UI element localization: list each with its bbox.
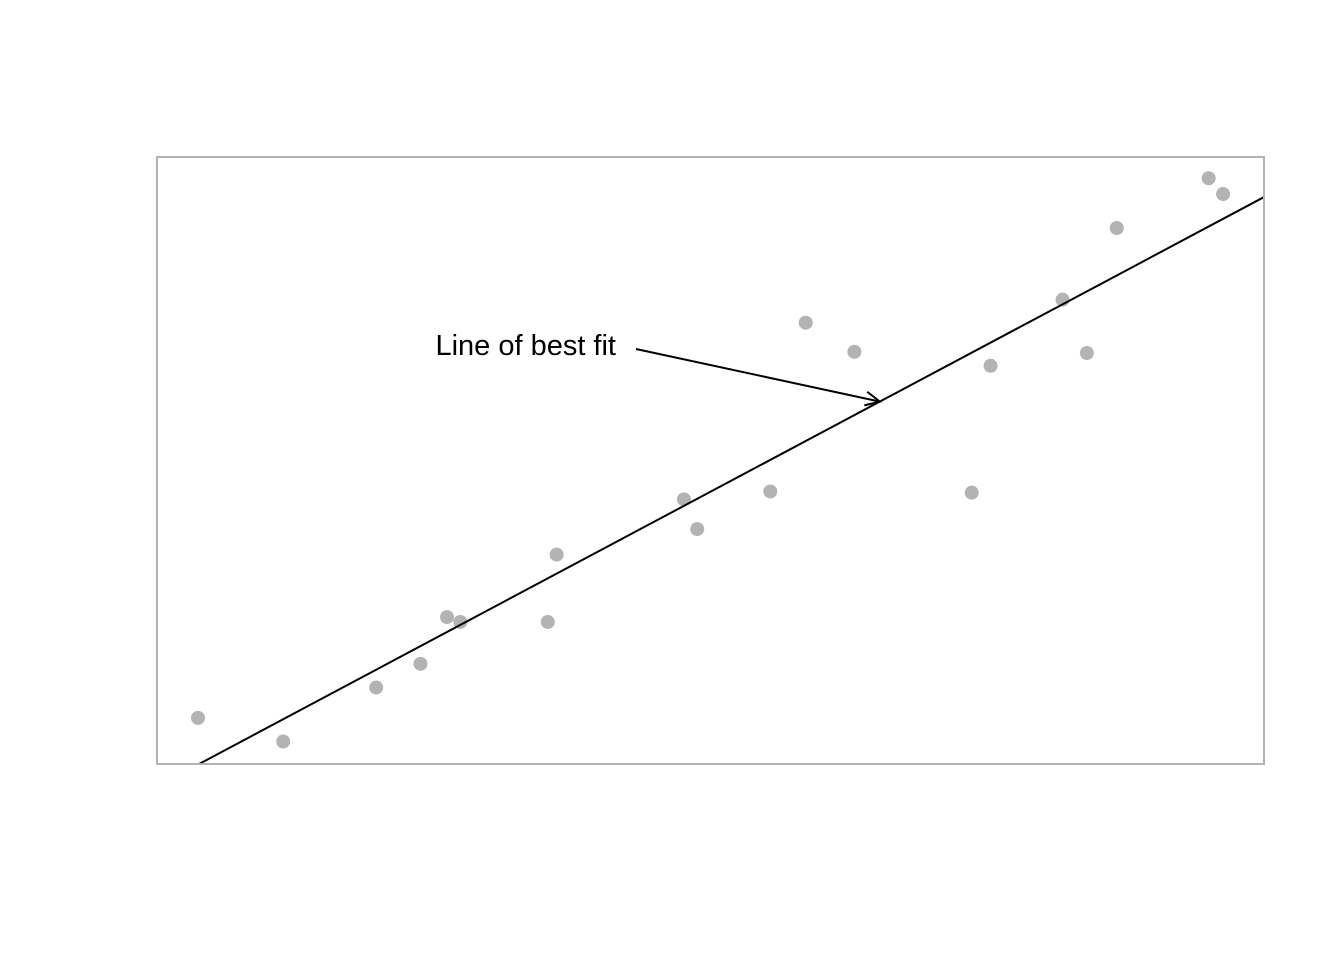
plot-box (156, 156, 1265, 765)
data-point (690, 522, 705, 537)
data-point (964, 485, 979, 500)
data-point (1216, 187, 1231, 202)
data-point (676, 492, 691, 507)
data-point (540, 614, 555, 629)
data-point (413, 656, 428, 671)
data-point (549, 547, 564, 562)
data-point (453, 614, 468, 629)
data-point (440, 610, 455, 625)
data-point (847, 344, 862, 359)
fit-line-layer (198, 196, 1264, 764)
data-point (798, 315, 813, 330)
best-fit-line (198, 196, 1264, 764)
data-point (369, 680, 384, 695)
data-point (190, 710, 205, 725)
data-point (983, 358, 998, 373)
data-point (1109, 221, 1124, 236)
annotation-label: Line of best fit (435, 330, 616, 362)
data-point (763, 484, 778, 499)
data-point (1201, 171, 1216, 186)
annotation: Line of best fit (435, 330, 883, 407)
data-point (276, 734, 291, 749)
annotation-arrow (635, 348, 881, 403)
annotation-arrow-head (864, 391, 883, 407)
data-point (1079, 346, 1094, 361)
points-layer (190, 171, 1231, 749)
